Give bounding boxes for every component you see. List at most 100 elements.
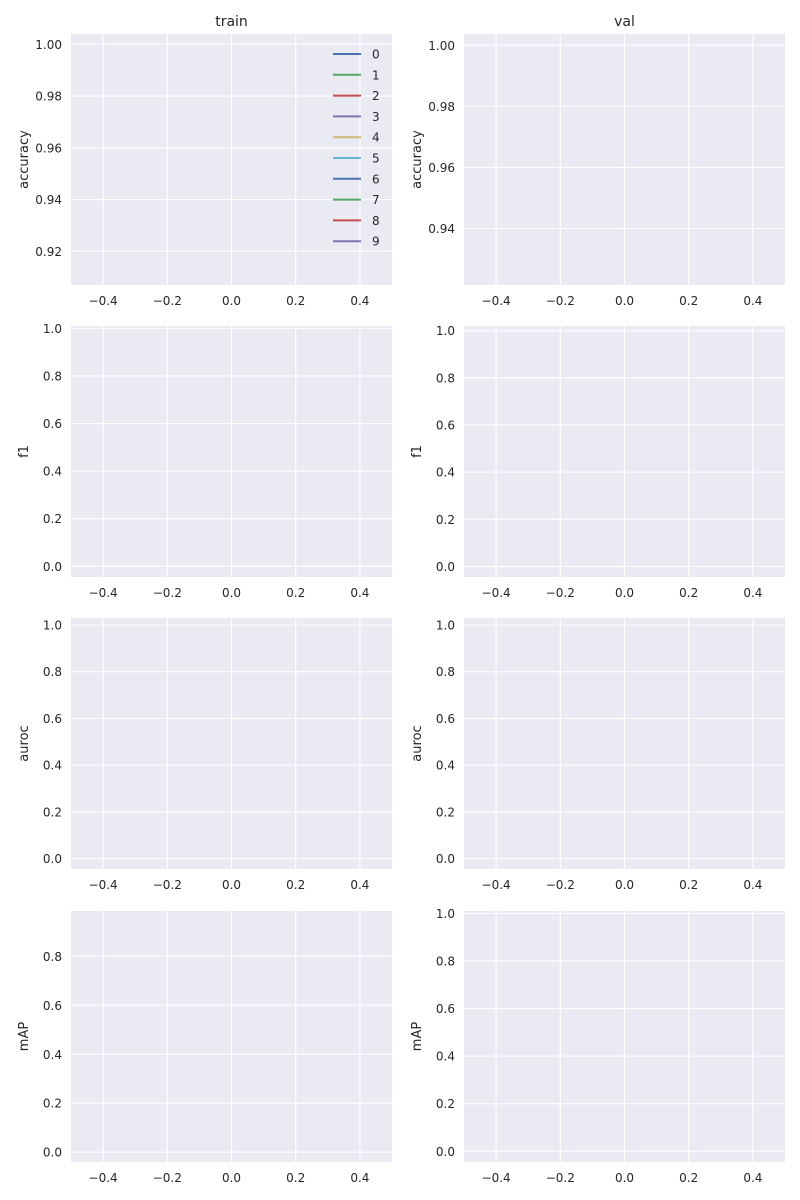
x-tick-label: −0.4: [89, 878, 118, 892]
x-tick-label: 0.0: [222, 1171, 241, 1185]
x-tick-label: 0.4: [350, 1171, 369, 1185]
y-tick-label: 0.8: [436, 371, 455, 385]
y-tick-label: 0.6: [43, 999, 62, 1013]
panel-train-mAP: −0.4 −0.2 0.0 0.2 0.4 0.0 0.2 0.4 0.6 0.8 mAP: [17, 911, 392, 1185]
x-tick-label: −0.2: [546, 1171, 575, 1185]
legend: 0 1 2 3 4 5 6 7 8 9: [333, 48, 380, 249]
legend-label: 3: [372, 110, 380, 124]
legend-label: 9: [372, 235, 380, 249]
y-tick-label: 0.8: [43, 950, 62, 964]
y-tick-label: 1.0: [43, 322, 62, 336]
x-tick-label: −0.4: [482, 878, 511, 892]
y-tick-label: 0.0: [436, 1145, 455, 1159]
y-tick-label: 0.4: [43, 759, 62, 773]
x-tick-label: 0.0: [222, 878, 241, 892]
y-tick-label: 1.00: [35, 38, 62, 52]
y-tick-label: 0.0: [43, 560, 62, 574]
x-tick-label: 0.4: [743, 586, 762, 600]
y-axis-label: mAP: [17, 1022, 32, 1052]
x-tick-label: 0.0: [222, 586, 241, 600]
y-tick-label: 1.00: [428, 39, 455, 53]
x-tick-label: −0.4: [89, 586, 118, 600]
y-tick-label: 0.94: [428, 222, 455, 236]
x-tick-label: 0.0: [615, 878, 634, 892]
panel-val-accuracy: −0.4 −0.2 0.0 0.2 0.4 0.94 0.96 0.98 1.00 accurac…: [410, 14, 785, 308]
y-tick-label: 0.2: [436, 513, 455, 527]
x-tick-label: 0.0: [615, 586, 634, 600]
y-axis-label: mAP: [410, 1022, 425, 1052]
x-tick-label: 0.0: [615, 1171, 634, 1185]
x-tick-label: 0.2: [286, 586, 305, 600]
legend-label: 0: [372, 48, 380, 62]
y-tick-label: 0.2: [436, 805, 455, 819]
x-tick-label: 0.2: [679, 878, 698, 892]
legend-label: 7: [372, 193, 380, 207]
y-tick-label: 0.2: [43, 805, 62, 819]
y-tick-label: 1.0: [436, 619, 455, 633]
panel-val-f1: −0.4 −0.2 0.0 0.2 0.4 0.0 0.2 0.4 0.6 0.8 1.0 f1: [410, 324, 785, 600]
y-tick-label: 0.94: [35, 193, 62, 207]
y-tick-label: 0.2: [43, 512, 62, 526]
y-tick-label: 0.6: [436, 418, 455, 432]
x-tick-label: −0.4: [482, 1171, 511, 1185]
x-tick-label: 0.2: [286, 294, 305, 308]
x-tick-label: −0.4: [89, 294, 118, 308]
y-tick-label: 0.8: [436, 665, 455, 679]
y-tick-label: 0.0: [436, 560, 455, 574]
x-tick-label: 0.2: [286, 878, 305, 892]
x-tick-label: −0.4: [482, 294, 511, 308]
x-tick-label: −0.2: [546, 294, 575, 308]
x-tick-label: −0.2: [153, 586, 182, 600]
y-tick-label: 0.0: [436, 852, 455, 866]
panel-title: val: [614, 14, 635, 30]
y-tick-label: 0.6: [43, 712, 62, 726]
x-tick-label: 0.4: [350, 878, 369, 892]
x-tick-label: 0.4: [743, 294, 762, 308]
x-tick-label: 0.4: [350, 294, 369, 308]
y-tick-label: 0.4: [43, 1048, 62, 1062]
legend-label: 1: [372, 68, 380, 82]
x-tick-label: −0.2: [153, 878, 182, 892]
y-axis-label: f1: [17, 445, 32, 458]
panel-train-auroc: −0.4 −0.2 0.0 0.2 0.4 0.0 0.2 0.4 0.6 0.8 1.0 auroc: [17, 618, 392, 892]
panel-train-f1: −0.4 −0.2 0.0 0.2 0.4 0.0 0.2 0.4 0.6 0.8 1.0 f1: [17, 322, 392, 600]
x-tick-label: −0.4: [482, 586, 511, 600]
x-tick-label: −0.2: [546, 878, 575, 892]
y-tick-label: 0.6: [436, 712, 455, 726]
y-tick-label: 1.0: [43, 619, 62, 633]
y-tick-label: 0.96: [428, 161, 455, 175]
legend-label: 6: [372, 172, 380, 186]
y-axis-label: accuracy: [17, 130, 32, 189]
y-axis-label: auroc: [17, 725, 32, 761]
y-tick-label: 0.8: [43, 369, 62, 383]
x-tick-label: −0.2: [153, 294, 182, 308]
y-tick-label: 0.0: [43, 852, 62, 866]
panel-val-auroc: −0.4 −0.2 0.0 0.2 0.4 0.0 0.2 0.4 0.6 0.8 1.0 auroc: [410, 618, 785, 892]
y-tick-label: 0.0: [43, 1146, 62, 1160]
y-tick-label: 0.8: [43, 665, 62, 679]
y-tick-label: 0.6: [43, 417, 62, 431]
x-tick-label: 0.0: [615, 294, 634, 308]
y-tick-label: 0.6: [436, 1002, 455, 1016]
legend-label: 2: [372, 89, 380, 103]
y-tick-label: 0.2: [436, 1097, 455, 1111]
x-tick-label: 0.2: [679, 294, 698, 308]
legend-label: 5: [372, 152, 380, 166]
panel-train-accuracy: −0.4 −0.2 0.0 0.2 0.4 0.92 0.94 0.96 0.98 1.00 acc…: [17, 14, 392, 308]
legend-label: 8: [372, 214, 380, 228]
y-tick-label: 0.92: [35, 245, 62, 259]
y-tick-label: 0.2: [43, 1097, 62, 1111]
x-tick-label: 0.2: [679, 586, 698, 600]
x-tick-label: −0.2: [546, 586, 575, 600]
y-axis-label: accuracy: [410, 130, 425, 189]
y-tick-label: 0.4: [43, 465, 62, 479]
y-tick-label: 0.98: [428, 100, 455, 114]
y-tick-label: 0.4: [436, 759, 455, 773]
y-axis-label: auroc: [410, 725, 425, 761]
panel-title: train: [215, 14, 248, 30]
y-tick-label: 1.0: [436, 324, 455, 338]
x-tick-label: 0.4: [743, 878, 762, 892]
y-tick-label: 0.4: [436, 1050, 455, 1064]
y-tick-label: 1.0: [436, 907, 455, 921]
